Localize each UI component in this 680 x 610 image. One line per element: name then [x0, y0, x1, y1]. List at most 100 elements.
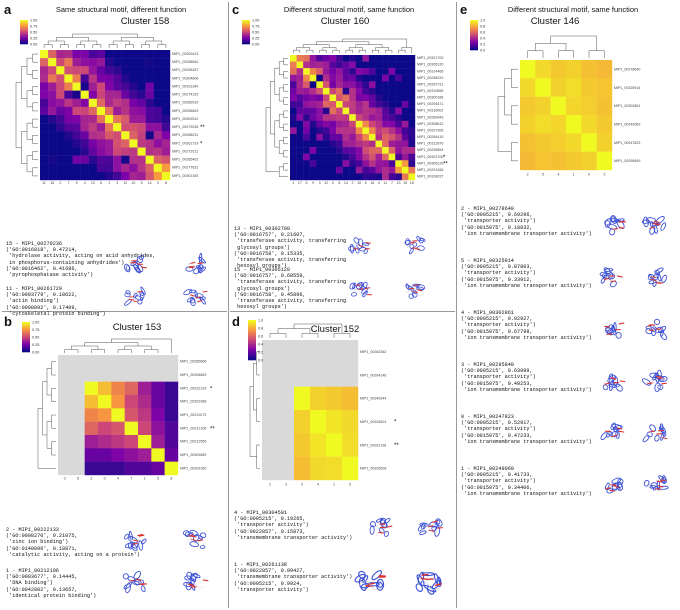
heatmap-b-colorbar-segment — [22, 330, 30, 332]
heatmap-d-col-label: 0 — [301, 483, 303, 487]
heatmap-d-colorbar-tick: 0.2 — [258, 350, 263, 354]
heatmap-c-cell — [316, 166, 324, 174]
heatmap-c-cell — [382, 173, 389, 181]
heatmap-c-cell — [336, 140, 343, 148]
heatmap-b-cell — [124, 355, 139, 369]
heatmap-a-row-label: MIP1_00279236 — [172, 125, 198, 129]
heatmap-b-col-label: 3 — [64, 477, 66, 481]
heatmap-a-colorbar-segment — [20, 35, 28, 37]
protein-e-2-right-strand — [647, 324, 654, 327]
heatmap-b-colorbar-segment — [22, 335, 30, 337]
heatmap-c-cell — [375, 160, 383, 168]
heatmap-c-cell — [316, 81, 324, 89]
heatmap-a-cell — [96, 163, 106, 173]
heatmap-a-cell — [80, 115, 89, 124]
heatmap-b-colorbar-segment — [22, 339, 30, 341]
heatmap-c-dendrogram-left-branch — [283, 84, 288, 92]
heatmap-c-cell — [368, 87, 376, 95]
protein-e-2-right-helix — [660, 329, 665, 337]
heatmap-c-cell — [368, 101, 376, 108]
heatmap-b-cell — [124, 461, 139, 476]
heatmap-a-cell — [80, 82, 89, 91]
heatmap-a-cell — [137, 58, 146, 67]
heatmap-c-cell — [368, 140, 376, 148]
heatmap-a-col-label: 1 — [108, 181, 110, 185]
protein-e-0-left — [603, 215, 626, 236]
protein-e-3-right-strand — [661, 382, 667, 385]
heatmap-c-colorbar-segment — [242, 26, 250, 28]
protein-c-1-left-helix — [349, 282, 356, 290]
heatmap-c-cell — [336, 114, 343, 121]
heatmap-c-cell — [368, 120, 376, 128]
heatmap-c-cell — [362, 101, 370, 108]
heatmap-a-dendrogram-left-branch — [32, 151, 38, 160]
heatmap-d-colorbar-segment — [248, 342, 256, 345]
protein-e-3-left-strand — [610, 377, 617, 380]
heatmap-e-colorbar-segment — [470, 33, 478, 35]
heatmap-a-cell — [121, 115, 130, 124]
heatmap-b-cell — [164, 408, 179, 422]
heatmap-c-col-label: 9 — [312, 181, 314, 185]
heatmap-c-cell — [296, 107, 304, 115]
heatmap-d-colorbar-segment — [248, 333, 256, 335]
heatmap-a-cell — [48, 82, 57, 91]
heatmap-a-cell — [40, 82, 49, 91]
heatmap-c-cell — [408, 160, 416, 168]
heatmap-d-cell — [326, 340, 343, 364]
heatmap-a-dendrogram-top-branch — [43, 44, 53, 48]
heatmap-a-colorbar-segment — [20, 43, 28, 45]
heatmap-a-cell — [88, 131, 98, 140]
heatmap-c-cell — [375, 147, 383, 154]
heatmap-c-cell — [303, 166, 310, 174]
heatmap-e-colorbar-segment — [470, 46, 478, 48]
heatmap-a-cell — [48, 115, 57, 124]
heatmap-c-cell — [362, 81, 370, 89]
heatmap-a-cell — [113, 131, 122, 140]
heatmap-a-cell — [96, 147, 106, 156]
protein-e-1-left-helix — [609, 273, 616, 280]
heatmap-d-colorbar-segment — [248, 322, 256, 325]
protein-a-0-right — [185, 252, 207, 275]
heatmap-c-cell — [322, 173, 330, 181]
heatmap-c-cell — [368, 81, 376, 89]
heatmap-a-cell — [48, 58, 57, 67]
heatmap-b-cell — [151, 408, 165, 422]
protein-d-0-left-strand — [386, 525, 393, 528]
heatmap-b-dendrogram-left-branch — [42, 381, 47, 436]
heatmap-a-cell — [64, 163, 73, 173]
heatmap-d-cell — [294, 363, 311, 387]
heatmap-c-cell — [395, 127, 403, 135]
heatmap-b-colorbar-segment — [22, 350, 30, 352]
heatmap-c-colorbar-segment — [242, 40, 250, 42]
heatmap-c-dendrogram-left-branch — [283, 163, 288, 171]
heatmap-a-cell — [56, 147, 65, 156]
heatmap-b-colorbar-segment — [22, 344, 30, 346]
heatmap-a-cell — [96, 115, 106, 124]
heatmap-a-cell — [96, 123, 106, 132]
heatmap-a-colorbar-segment — [20, 39, 28, 41]
cluster-title-a: Cluster 158 — [120, 16, 170, 27]
heatmap-e-colorbar-segment — [470, 34, 478, 36]
heatmap-c-row-label: MIP1_00299854 — [417, 148, 443, 152]
heatmap-b-cell — [98, 421, 112, 436]
heatmap-a-colorbar-segment — [20, 28, 28, 30]
heatmap-d-cell — [278, 363, 295, 387]
heatmap-c-cell — [329, 114, 337, 121]
heatmap-a-cell — [56, 131, 65, 140]
heatmap-d-cell — [294, 340, 311, 364]
protein-e-1-left — [599, 267, 623, 288]
heatmap-b-cell — [98, 461, 112, 476]
heatmap-e-colorbar-segment — [470, 32, 478, 34]
heatmap-c-cell — [382, 140, 389, 148]
heatmap-c-row-label: MIP1_00293471 — [417, 102, 443, 106]
protein-c-1-right-helix — [411, 292, 418, 298]
heatmap-c-cell — [401, 101, 409, 108]
heatmap-a-cell — [145, 123, 154, 132]
heatmap-b-row-label: MIP1_00210273 — [180, 413, 206, 417]
heatmap-b-cell — [111, 435, 125, 449]
heatmap-d-dendrogram-top-branch — [269, 333, 287, 338]
heatmap-a-cell — [161, 82, 171, 91]
protein-d-1-right-helix — [421, 572, 435, 577]
heatmap-c-cell — [296, 120, 304, 128]
